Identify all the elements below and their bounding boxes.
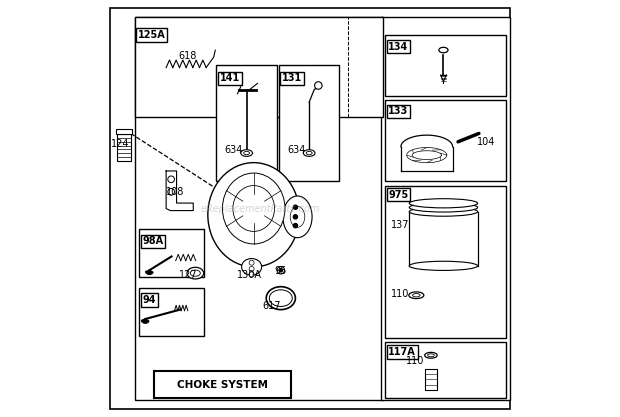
Ellipse shape (244, 151, 249, 155)
Circle shape (168, 188, 174, 195)
Ellipse shape (233, 186, 275, 231)
Bar (216, 65, 277, 181)
Bar (154, 371, 291, 398)
Ellipse shape (187, 267, 203, 279)
Text: 108: 108 (166, 187, 185, 197)
Circle shape (314, 82, 322, 89)
Text: 94: 94 (143, 295, 156, 305)
Circle shape (249, 272, 254, 277)
Wedge shape (146, 270, 153, 274)
Text: 617: 617 (262, 301, 280, 311)
Text: 127: 127 (179, 270, 197, 280)
Ellipse shape (303, 150, 315, 156)
Circle shape (249, 266, 254, 271)
Text: 137: 137 (391, 220, 410, 230)
Text: 104: 104 (477, 137, 495, 147)
Ellipse shape (283, 196, 312, 238)
Circle shape (277, 266, 285, 274)
Bar (385, 186, 506, 338)
Bar (135, 17, 383, 117)
Wedge shape (141, 319, 149, 323)
Bar (385, 342, 506, 398)
Ellipse shape (190, 270, 200, 276)
Text: 124: 124 (111, 139, 129, 149)
Circle shape (293, 224, 298, 228)
Text: 110: 110 (391, 289, 410, 299)
Circle shape (293, 205, 298, 209)
Ellipse shape (266, 287, 295, 309)
Bar (139, 229, 203, 277)
Text: 134: 134 (388, 42, 409, 52)
Text: 110: 110 (406, 356, 424, 366)
Bar (116, 129, 132, 134)
Text: 98A: 98A (143, 236, 164, 246)
Text: 133: 133 (388, 106, 409, 116)
Text: 141: 141 (219, 73, 240, 83)
Ellipse shape (409, 199, 477, 208)
Ellipse shape (290, 206, 305, 227)
Ellipse shape (208, 163, 299, 267)
Ellipse shape (412, 294, 420, 297)
Bar (385, 35, 506, 96)
Ellipse shape (439, 48, 448, 53)
Circle shape (293, 215, 298, 219)
Bar (139, 288, 203, 336)
Ellipse shape (223, 173, 285, 244)
Text: 131: 131 (282, 73, 303, 83)
Text: 634: 634 (287, 145, 306, 155)
Text: 975: 975 (388, 190, 409, 200)
Ellipse shape (269, 290, 292, 306)
Bar (117, 134, 131, 161)
Ellipse shape (306, 151, 312, 155)
Text: CHOKE SYSTEM: CHOKE SYSTEM (177, 380, 268, 389)
Ellipse shape (409, 207, 477, 216)
Ellipse shape (428, 354, 434, 357)
Ellipse shape (241, 150, 252, 156)
Text: 634: 634 (224, 145, 243, 155)
Bar (135, 17, 383, 400)
Bar (385, 100, 506, 181)
Text: eReplacementParts.com: eReplacementParts.com (200, 203, 320, 214)
Circle shape (279, 269, 283, 272)
Ellipse shape (409, 203, 477, 212)
Bar (279, 65, 339, 181)
Bar (381, 17, 510, 400)
Bar (425, 369, 437, 390)
Ellipse shape (242, 259, 262, 275)
Circle shape (249, 260, 254, 265)
Ellipse shape (409, 261, 477, 271)
Text: 618: 618 (179, 51, 197, 61)
Text: 125A: 125A (138, 30, 166, 40)
Ellipse shape (425, 352, 437, 358)
Text: 130A: 130A (237, 270, 262, 280)
Ellipse shape (409, 292, 424, 299)
Text: 117A: 117A (388, 347, 416, 357)
Circle shape (168, 176, 174, 183)
Text: 95: 95 (275, 266, 287, 276)
